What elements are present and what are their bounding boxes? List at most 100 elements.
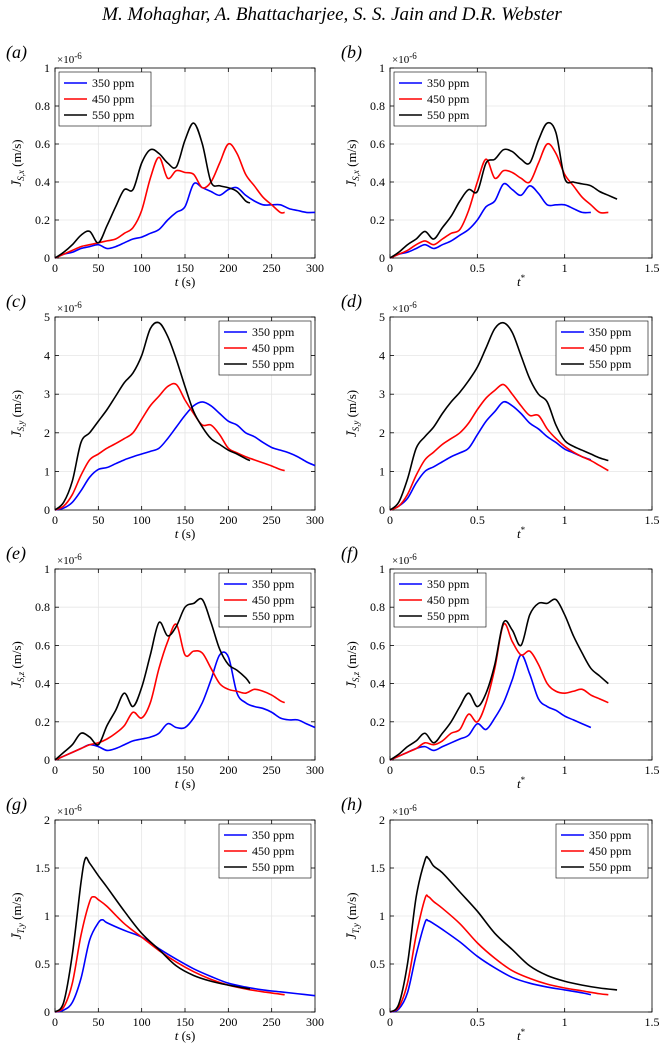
x-tick-label: 1 [562, 513, 568, 527]
panel-label: (h) [341, 794, 362, 815]
x-tick-label: 0 [387, 513, 393, 527]
x-tick-label: 100 [133, 513, 151, 527]
x-tick-label: 200 [219, 261, 237, 275]
panel-label: (c) [6, 291, 26, 312]
legend: 350 ppm 450 ppm 550 ppm [58, 71, 152, 127]
series-line-550-ppm [54, 597, 251, 761]
legend-label: 450 ppm [589, 844, 632, 858]
x-axis-label: t (s) [175, 1028, 196, 1043]
series-line-350-ppm [389, 182, 591, 259]
axis-exponent: ×10-6 [57, 300, 82, 315]
axis-exponent: ×10-6 [57, 552, 82, 567]
y-axis-label: J̄S,z (m/s) [344, 641, 361, 688]
x-tick-label: 300 [306, 1015, 324, 1029]
x-tick-label: 50 [92, 513, 104, 527]
x-axis-label: t* [517, 525, 526, 541]
x-axis-label: t (s) [175, 274, 196, 289]
x-tick-label: 300 [306, 763, 324, 777]
y-tick-label: 5 [44, 310, 50, 324]
y-axis-label: J̄S,z (m/s) [9, 641, 26, 688]
x-axis-label: t* [517, 1027, 526, 1043]
legend: 350 ppm 450 ppm 550 ppm [218, 320, 312, 376]
legend-label: 350 ppm [252, 828, 295, 842]
y-tick-label: 2 [44, 426, 50, 440]
panel-label: (f) [341, 543, 358, 564]
x-tick-label: 1 [562, 763, 568, 777]
chart-panel-b: 0 0.5 1 1.5 0 0.2 0.4 0.6 0.8 1 350 ppm 450 ppm 550 … [341, 42, 660, 289]
x-tick-label: 150 [176, 1015, 194, 1029]
chart-panel-g: 0 50 100 150 200 250 300 0 0.5 1 1.5 2 350 ppm 450 pp… [6, 794, 324, 1043]
legend-label: 350 ppm [252, 577, 295, 591]
axis-exponent: ×10-6 [392, 803, 417, 818]
x-tick-label: 0 [52, 261, 58, 275]
x-axis-label: t (s) [175, 776, 196, 791]
y-tick-label: 5 [379, 310, 385, 324]
y-axis-label: J̄T,y (m/s) [344, 892, 361, 939]
series-line-450-ppm [54, 623, 285, 761]
chart-panel-h: 0 0.5 1 1.5 0 0.5 1 1.5 2 350 ppm 450 ppm 550 ppm ×1… [341, 794, 660, 1043]
x-tick-label: 200 [219, 1015, 237, 1029]
panel-label: (a) [6, 42, 27, 63]
legend-label: 550 ppm [427, 108, 470, 122]
chart-panel-a: 0 50 100 150 200 250 300 0 0.2 0.4 0.6 0.8 1 350 ppm 4… [6, 42, 324, 289]
y-axis-label: J̄S,y (m/s) [344, 390, 361, 437]
y-tick-label: 0.4 [35, 677, 50, 691]
panel-label: (e) [6, 543, 26, 564]
legend-label: 350 ppm [92, 76, 135, 90]
y-tick-label: 1.5 [370, 861, 385, 875]
y-tick-label: 0.8 [35, 600, 50, 614]
axes-frame [389, 568, 653, 761]
panel-label: (d) [341, 291, 362, 312]
axis-exponent: ×10-6 [57, 51, 82, 66]
y-tick-label: 4 [44, 349, 50, 363]
legend-label: 350 ppm [589, 325, 632, 339]
y-tick-label: 0 [44, 503, 50, 517]
axis-exponent: ×10-6 [392, 552, 417, 567]
x-tick-label: 50 [92, 1015, 104, 1029]
series-line-450-ppm [389, 383, 609, 511]
y-tick-label: 0 [379, 1005, 385, 1019]
series-line-550-ppm [389, 855, 618, 1013]
x-tick-label: 0.5 [470, 261, 485, 275]
series-line-550-ppm [54, 321, 251, 511]
legend: 350 ppm 450 ppm 550 ppm [555, 823, 649, 879]
y-tick-label: 3 [379, 387, 385, 401]
series-line-450-ppm [389, 894, 609, 1013]
chart-panel-d: 0 0.5 1 1.5 0 1 2 3 4 5 350 ppm 450 ppm 550 ppm ×10-6… [341, 291, 660, 541]
axes-frame [389, 316, 653, 511]
y-tick-label: 1 [379, 464, 385, 478]
x-tick-label: 1.5 [645, 513, 660, 527]
y-tick-label: 0.2 [370, 715, 385, 729]
y-tick-label: 0.2 [370, 213, 385, 227]
legend-label: 450 ppm [252, 341, 295, 355]
x-tick-label: 1.5 [645, 261, 660, 275]
x-tick-label: 250 [263, 763, 281, 777]
x-tick-label: 0.5 [470, 763, 485, 777]
y-tick-label: 0.6 [370, 638, 385, 652]
x-tick-label: 300 [306, 261, 324, 275]
legend-label: 550 ppm [252, 860, 295, 874]
legend-label: 550 ppm [252, 357, 295, 371]
legend-label: 450 ppm [92, 92, 135, 106]
legend: 350 ppm 450 ppm 550 ppm [218, 823, 312, 879]
x-tick-label: 100 [133, 1015, 151, 1029]
y-tick-label: 0 [379, 503, 385, 517]
y-tick-label: 0 [44, 753, 50, 767]
legend-label: 350 ppm [589, 828, 632, 842]
y-tick-label: 4 [379, 349, 385, 363]
y-axis-label: J̄S,x (m/s) [344, 139, 361, 186]
page-header: M. Mohaghar, A. Bhattacharjee, S. S. Jai… [102, 4, 562, 25]
y-axis-label: J̄S,x (m/s) [9, 139, 26, 186]
y-tick-label: 0.6 [35, 638, 50, 652]
axis-exponent: ×10-6 [57, 803, 82, 818]
chart-panel-c: 0 50 100 150 200 250 300 0 1 2 3 4 5 350 ppm 450 ppm 55… [6, 291, 324, 541]
legend: 350 ppm 450 ppm 550 ppm [393, 71, 487, 127]
x-tick-label: 100 [133, 763, 151, 777]
x-tick-label: 50 [92, 763, 104, 777]
y-tick-label: 0.5 [370, 957, 385, 971]
y-tick-label: 0 [379, 251, 385, 265]
legend-label: 550 ppm [92, 108, 135, 122]
y-tick-label: 0.6 [35, 137, 50, 151]
series-line-350-ppm [389, 918, 592, 1013]
legend-label: 550 ppm [252, 609, 295, 623]
